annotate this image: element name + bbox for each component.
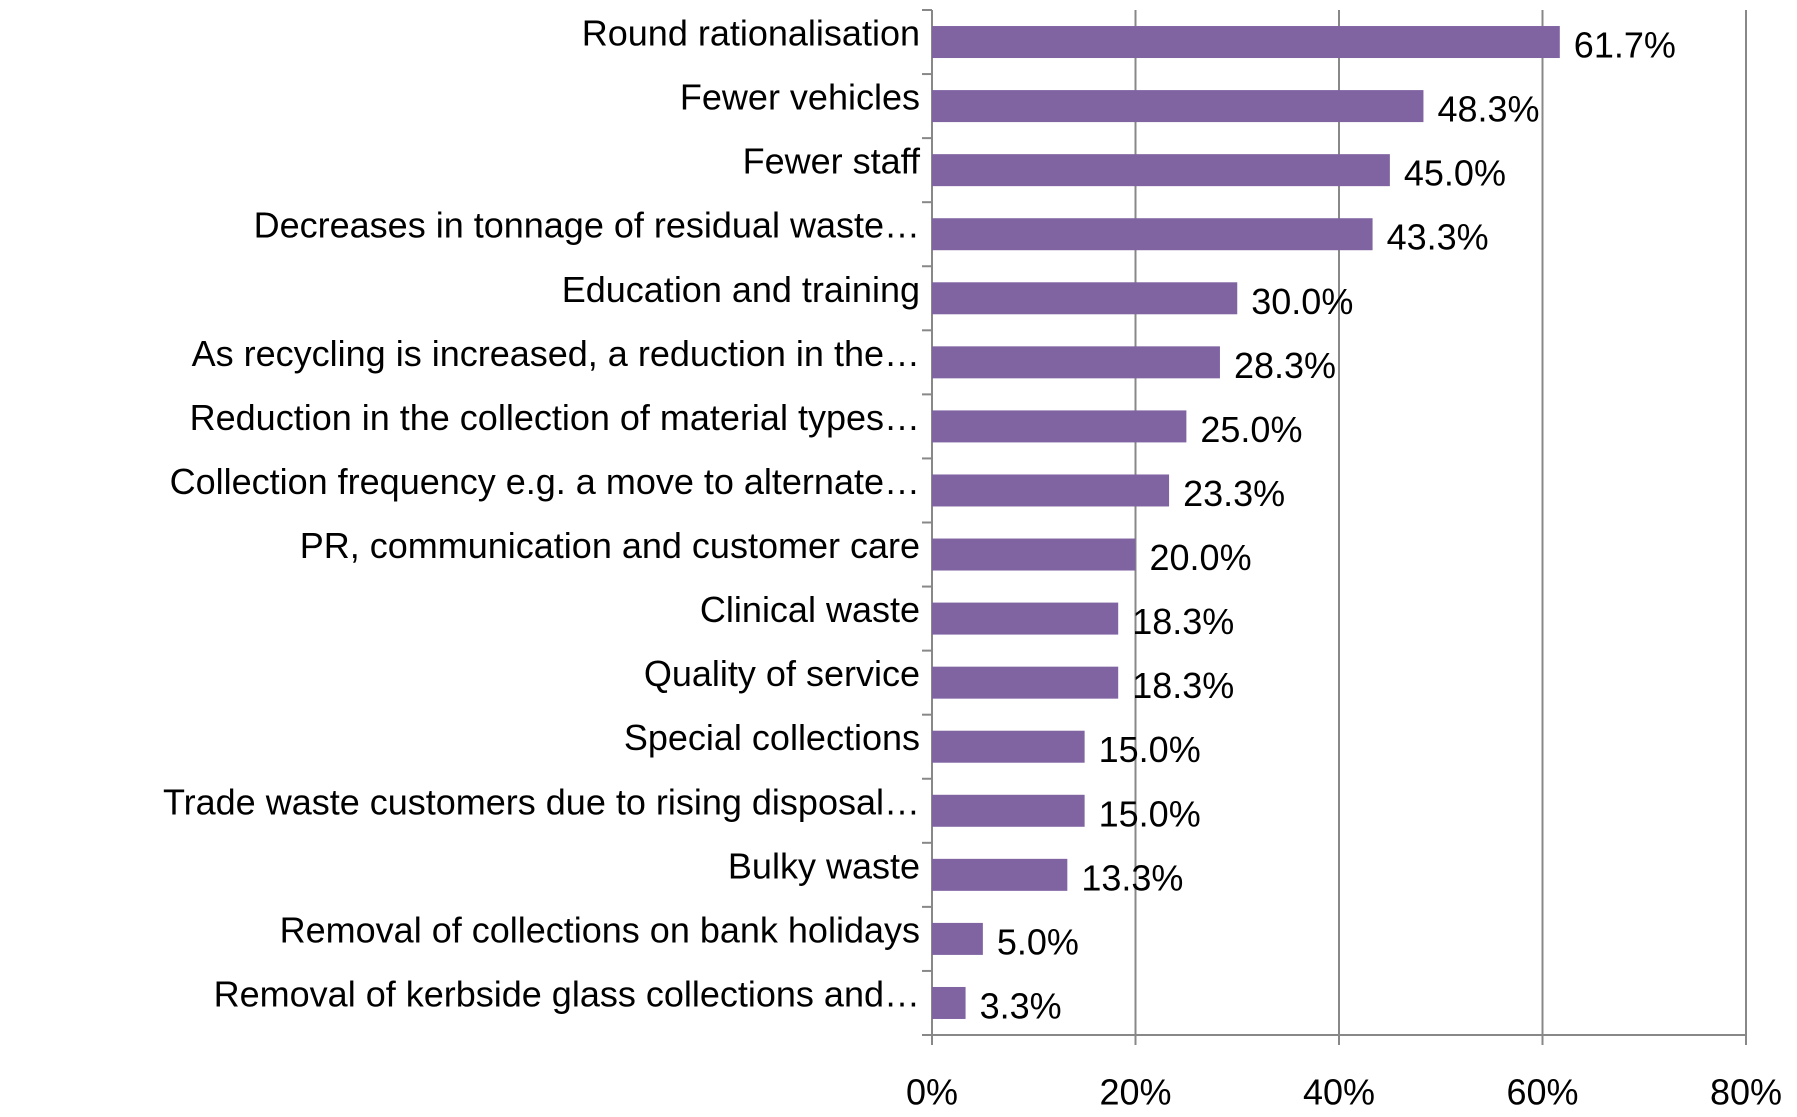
y-tick-label: Quality of service [644, 653, 920, 694]
bar [932, 858, 1068, 891]
x-tick-label: 60% [1506, 1072, 1578, 1113]
x-tick-label: 80% [1710, 1072, 1782, 1113]
bar [932, 90, 1424, 123]
y-tick-label: Fewer staff [743, 141, 921, 182]
y-tick-label: PR, communication and customer care [300, 525, 920, 566]
data-label: 28.3% [1234, 345, 1336, 386]
y-tick-label: Removal of collections on bank holidays [280, 909, 920, 950]
data-label: 15.0% [1099, 729, 1201, 770]
y-tick-label: Round rationalisation [582, 13, 920, 54]
y-tick-label: Decreases in tonnage of residual waste… [254, 205, 920, 246]
y-tick-label: As recycling is increased, a reduction i… [192, 333, 920, 374]
bar [932, 730, 1085, 763]
x-tick-label: 0% [906, 1072, 958, 1113]
data-label: 45.0% [1404, 153, 1506, 194]
bar [932, 922, 983, 955]
bar [932, 154, 1390, 187]
y-tick-label: Fewer vehicles [680, 77, 920, 118]
data-label: 43.3% [1387, 217, 1489, 258]
x-tick-label: 40% [1303, 1072, 1375, 1113]
bar [932, 986, 966, 1019]
data-label: 15.0% [1099, 793, 1201, 834]
bar [932, 410, 1187, 443]
bar [932, 218, 1373, 251]
data-label: 3.3% [980, 985, 1062, 1026]
y-tick-label: Reduction in the collection of material … [190, 397, 920, 438]
bar [932, 474, 1170, 507]
bar [932, 794, 1085, 827]
bar [932, 602, 1119, 635]
bar [932, 666, 1119, 699]
bar [932, 26, 1560, 59]
data-label: 18.3% [1132, 665, 1234, 706]
y-tick-label: Special collections [624, 717, 920, 758]
bar [932, 346, 1220, 379]
y-tick-label: Removal of kerbside glass collections an… [214, 973, 920, 1014]
data-label: 25.0% [1200, 409, 1302, 450]
data-label: 13.3% [1081, 857, 1183, 898]
bar [932, 538, 1136, 571]
y-tick-label: Bulky waste [728, 845, 920, 886]
bar [932, 282, 1238, 315]
y-tick-label: Education and training [562, 269, 920, 310]
y-tick-label: Clinical waste [700, 589, 920, 630]
data-label: 48.3% [1437, 89, 1539, 130]
data-label: 61.7% [1574, 25, 1676, 66]
y-tick-label: Collection frequency e.g. a move to alte… [170, 461, 920, 502]
y-tick-label: Trade waste customers due to rising disp… [163, 781, 920, 822]
x-tick-label: 20% [1099, 1072, 1171, 1113]
data-label: 5.0% [997, 921, 1079, 962]
data-label: 18.3% [1132, 601, 1234, 642]
data-label: 20.0% [1150, 537, 1252, 578]
data-label: 30.0% [1251, 281, 1353, 322]
data-label: 23.3% [1183, 473, 1285, 514]
